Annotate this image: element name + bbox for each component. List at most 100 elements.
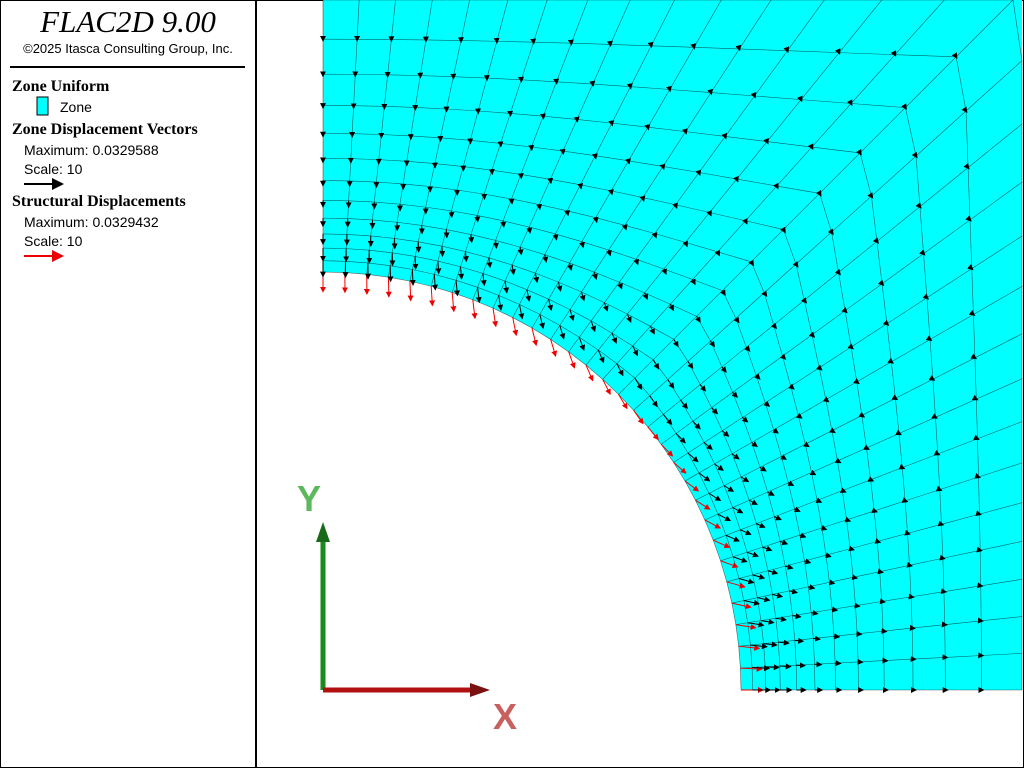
zone-vector	[662, 414, 673, 426]
zone-vector	[699, 384, 707, 392]
structural-vector	[673, 461, 687, 474]
legend-text: Scale: 10	[24, 233, 83, 249]
zone-vector	[789, 588, 799, 595]
zone-vector	[556, 282, 563, 292]
zone-vector	[454, 280, 460, 297]
zone-vector	[741, 416, 749, 423]
y-axis-head	[316, 522, 330, 542]
zone-vector	[731, 453, 740, 460]
zone-vector	[763, 400, 771, 407]
zone-vector	[834, 268, 841, 276]
copyright: ©2025 Itasca Consulting Group, Inc.	[23, 41, 233, 56]
zone-vector	[794, 506, 801, 513]
zone-vector	[854, 602, 861, 609]
zone-vector	[607, 188, 614, 196]
zone-vector	[931, 413, 938, 419]
zone-vector	[792, 261, 799, 268]
zone-vector	[794, 637, 805, 644]
zone-vector	[592, 216, 599, 224]
zone-vector	[721, 430, 730, 437]
zone-vector	[500, 220, 507, 228]
zone-vector	[797, 95, 803, 103]
zone-vector	[772, 427, 779, 434]
zone-vector	[714, 463, 724, 471]
zone-vector	[720, 366, 727, 373]
zone-vector	[828, 579, 836, 586]
zone-vector	[800, 297, 808, 304]
structural-vector	[633, 410, 644, 425]
zone-vector	[706, 209, 712, 217]
zone-vector	[743, 599, 760, 606]
zone-vector	[577, 183, 584, 190]
zone-vector	[668, 304, 674, 312]
zone-vector	[773, 182, 779, 190]
zone-vector	[672, 202, 678, 210]
zone-vector	[746, 551, 759, 558]
zone-vector	[720, 289, 726, 297]
zone-vector	[898, 463, 906, 470]
zone-vector	[971, 394, 979, 401]
zone-vector	[911, 151, 918, 159]
zone-vector	[559, 325, 566, 340]
zone-vector	[526, 226, 533, 234]
zone-vector	[468, 234, 475, 244]
zone-vector	[882, 319, 890, 326]
structural-vector	[740, 665, 763, 672]
zone-vector	[811, 609, 819, 616]
zone-vector	[935, 485, 943, 492]
zone-vector	[973, 434, 980, 441]
zone-vector	[847, 343, 854, 350]
zone-vector	[922, 293, 930, 300]
zone-vector	[649, 326, 655, 335]
zone-vector	[740, 529, 752, 536]
structural-vector	[720, 560, 739, 569]
zone-vector	[803, 441, 810, 448]
zone-vector	[820, 524, 828, 531]
zone-vector	[774, 514, 782, 521]
structural-vector	[471, 299, 478, 320]
structural-vector	[512, 317, 519, 337]
zone-vector	[779, 663, 792, 670]
zone-vector	[863, 444, 870, 450]
structural-vector	[568, 351, 576, 369]
zone-vector	[807, 143, 814, 150]
legend-text: Maximum: 0.0329588	[24, 142, 159, 158]
zone-vector	[968, 309, 976, 316]
mesh	[320, 0, 1023, 693]
zone-vector	[714, 249, 720, 257]
zone-vector	[509, 264, 516, 276]
zone-vector	[787, 480, 795, 486]
zone-vector	[731, 391, 738, 398]
zone-vector	[887, 357, 894, 364]
zone-vector	[533, 273, 540, 284]
zone-vector	[825, 552, 832, 559]
structural-vector	[713, 539, 731, 549]
zone-vector	[780, 539, 789, 546]
zone-vector	[738, 578, 755, 585]
zone-vector	[877, 568, 884, 575]
zone-vector	[486, 257, 493, 269]
zone-vector	[578, 337, 586, 352]
zone-vector	[579, 291, 586, 302]
zone-vector	[682, 240, 689, 248]
zone-vector	[740, 476, 750, 483]
zone-vector	[877, 279, 885, 287]
zone-vector	[804, 558, 812, 565]
zone-vector	[667, 379, 675, 389]
zone-vector	[475, 287, 482, 304]
zone-vector	[659, 163, 666, 171]
zone-vector	[748, 259, 754, 267]
zone-vector	[772, 592, 784, 599]
structural-vector	[726, 581, 746, 589]
structural-vector	[429, 286, 436, 307]
zone-vector	[751, 441, 758, 448]
zone-vector	[757, 596, 771, 603]
zone-vector	[409, 269, 416, 286]
zone-vector	[681, 128, 688, 135]
zone-vector	[634, 377, 643, 391]
zone-vector	[839, 487, 847, 493]
structural-vector	[492, 308, 499, 328]
zone-vector	[809, 469, 817, 476]
zone-vector	[829, 427, 836, 434]
zone-vector	[592, 272, 598, 280]
